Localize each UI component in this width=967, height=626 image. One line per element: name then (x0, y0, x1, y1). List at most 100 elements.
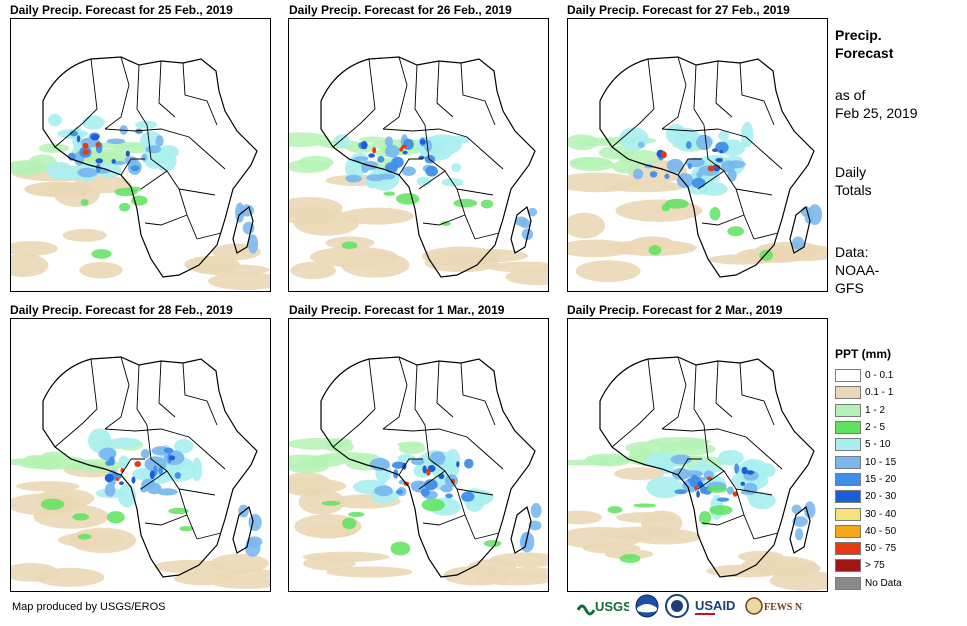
precip-area (709, 207, 721, 221)
country-border (436, 360, 454, 418)
precip-area (191, 457, 203, 482)
country-border (136, 64, 148, 126)
precip-area (90, 134, 100, 141)
as-of-value: Feb 25, 2019 (835, 105, 918, 121)
madagascar-outline (789, 505, 811, 554)
precip-area (715, 141, 729, 154)
precip-area (163, 447, 174, 454)
as-of-label: as of (835, 87, 866, 103)
country-border (144, 214, 188, 226)
precip-area (345, 174, 362, 183)
daily-totals-line2: Totals (835, 182, 872, 198)
precip-area (385, 144, 400, 158)
precip-area (242, 221, 255, 235)
precip-area (113, 160, 126, 166)
precip-area (289, 159, 330, 174)
precip-area (618, 127, 649, 151)
map-panel-2 (288, 18, 549, 292)
precip-area (341, 241, 358, 249)
country-border (54, 58, 98, 148)
country-border (456, 188, 494, 196)
legend-label: 30 - 40 (865, 508, 897, 520)
country-border (414, 364, 426, 426)
precip-area (158, 466, 164, 476)
precip-area (76, 135, 81, 143)
legend-swatch (835, 403, 861, 417)
precip-area (384, 136, 393, 147)
precip-area (421, 498, 445, 512)
legend-swatch (835, 490, 861, 504)
country-border (398, 458, 423, 476)
country-border (104, 356, 130, 430)
precip-area (527, 207, 538, 217)
usaid-logo-text: USAID (695, 598, 735, 613)
legend-swatch (835, 421, 861, 435)
precip-area (615, 199, 703, 222)
precip-area (309, 246, 398, 268)
precip-area (691, 177, 706, 189)
africa-outline (42, 356, 258, 578)
precip-area (464, 458, 474, 469)
precip-area (660, 151, 667, 159)
precip-map (568, 356, 827, 591)
precip-area (290, 261, 337, 280)
precip-area (401, 144, 408, 149)
country-border (703, 124, 755, 240)
precip-area (420, 488, 430, 497)
precip-area (77, 533, 92, 540)
precip-area (425, 165, 438, 177)
precip-area (411, 458, 425, 466)
precip-area (374, 485, 394, 497)
legend-swatch (835, 369, 861, 383)
legend-item: 0.1 - 1 (835, 384, 902, 401)
noaa-logo (635, 594, 659, 618)
precip-area (665, 124, 687, 145)
country-border (661, 56, 687, 130)
precip-area (674, 489, 688, 495)
precip-area (289, 196, 343, 220)
country-border (677, 458, 702, 476)
country-border (104, 56, 130, 130)
precip-area (661, 203, 671, 212)
precip-area (395, 489, 403, 495)
country-border (196, 232, 222, 240)
precip-area (671, 467, 691, 480)
precip-area (91, 141, 155, 149)
precip-area (568, 212, 606, 239)
precip-area (670, 454, 692, 465)
legend-swatch (835, 542, 861, 556)
precip-area (456, 461, 460, 468)
precip-area (637, 141, 645, 148)
legend-item: 5 - 10 (835, 436, 902, 453)
precip-area (480, 199, 494, 209)
precip-area (359, 136, 387, 143)
precip-area (678, 438, 707, 451)
country-border (104, 428, 226, 470)
precip-area (82, 142, 89, 149)
precip-area (568, 172, 641, 193)
precip-area (106, 138, 126, 145)
precip-area (698, 182, 728, 196)
legend-swatch (835, 559, 861, 573)
madagascar-outline (232, 205, 254, 254)
precip-area (726, 486, 735, 495)
precip-map (568, 56, 827, 282)
precip-area (741, 466, 748, 475)
precip-area (57, 532, 123, 548)
precip-area (82, 115, 105, 130)
country-border (661, 428, 783, 470)
country-border (382, 428, 504, 470)
legend-item: 0 - 0.1 (835, 367, 902, 384)
precip-area (289, 478, 347, 494)
precip-area (625, 441, 676, 455)
legend-label: No Data (865, 577, 902, 589)
precip-area (366, 174, 385, 182)
precip-area (632, 168, 644, 180)
country-border (332, 58, 376, 148)
precip-area (104, 473, 114, 483)
country-border (382, 56, 408, 130)
precip-area (666, 158, 684, 173)
country-border (158, 360, 176, 418)
country-border (460, 362, 496, 426)
precip-area (168, 507, 189, 515)
